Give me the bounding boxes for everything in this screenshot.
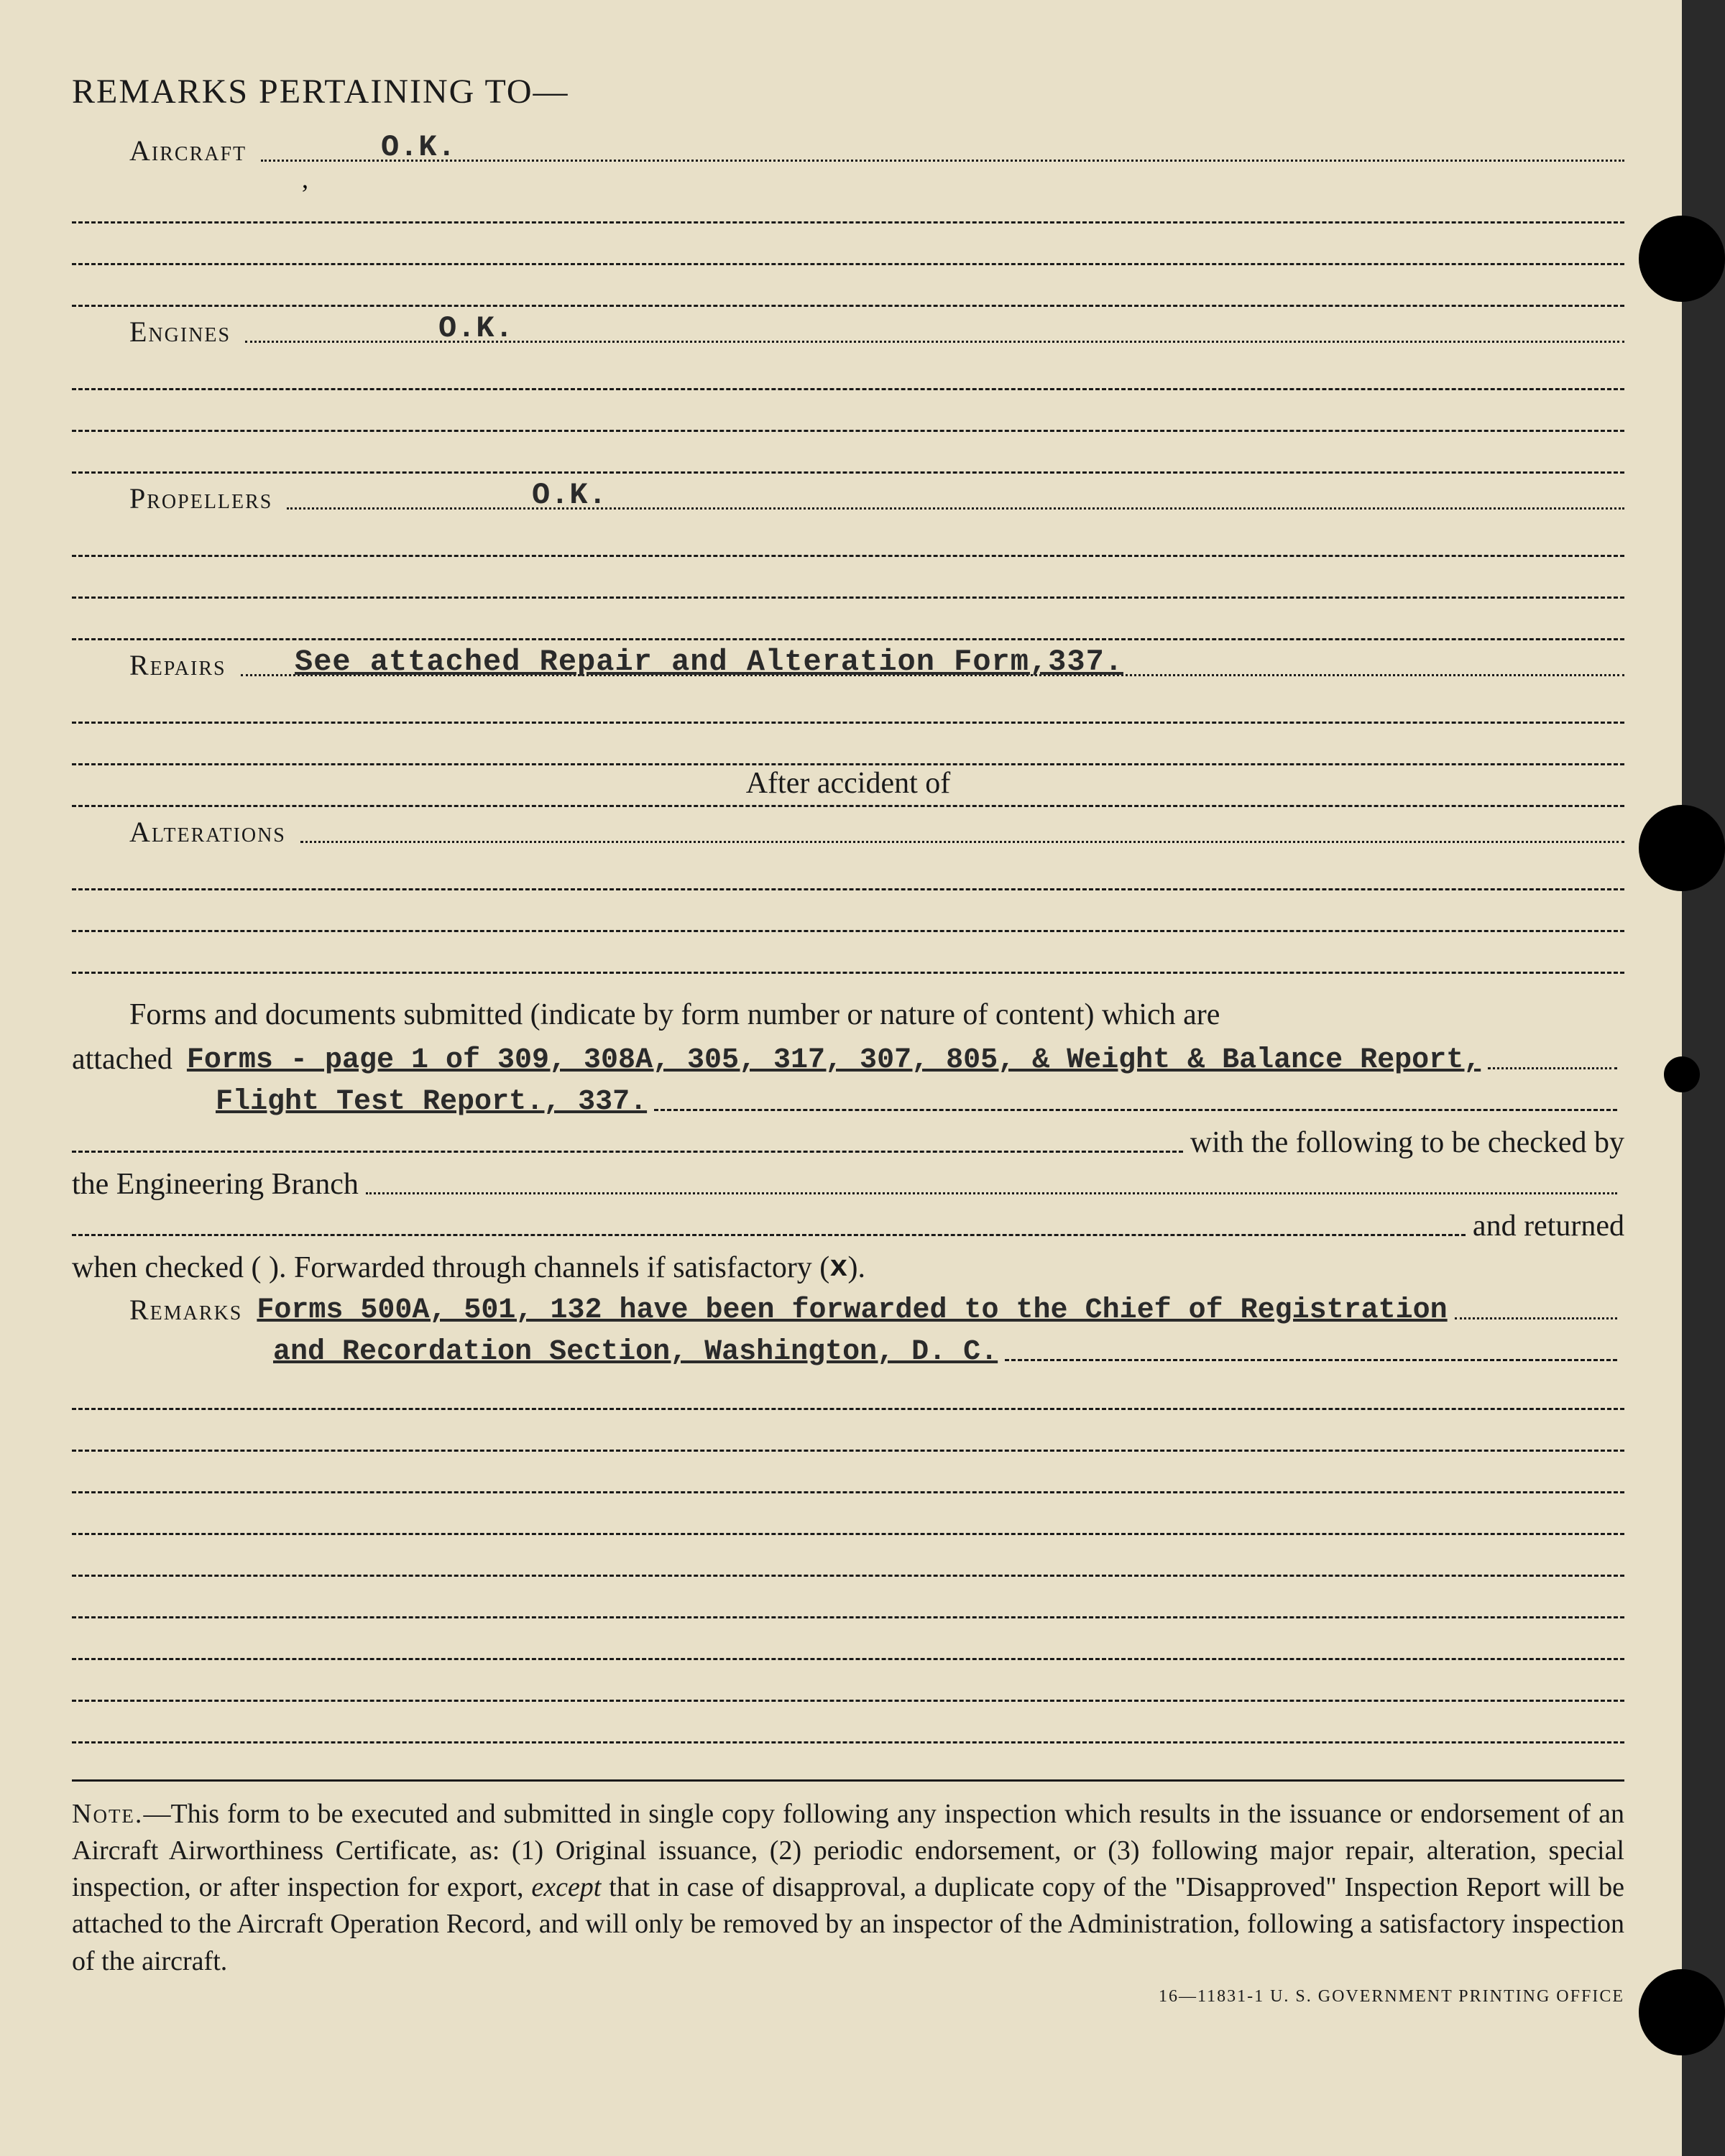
blank-line: [72, 1577, 1624, 1618]
blank-line: [72, 890, 1624, 932]
blank-line: [72, 1535, 1624, 1577]
blank-line: [72, 265, 1624, 307]
note-block: Note.—This form to be executed and submi…: [72, 1779, 1624, 1980]
blank-line: [72, 1452, 1624, 1493]
remarks2-row-1: Remarks Forms 500A, 501, 132 have been f…: [129, 1285, 1624, 1327]
blank-line: [72, 349, 1624, 390]
binder-hole: [1639, 1969, 1725, 2055]
attached-label: attached: [72, 1042, 172, 1077]
blank-line: [72, 557, 1624, 599]
repairs-row: Repairs See attached Repair and Alterati…: [129, 640, 1624, 682]
remarks2-line2: and Recordation Section, Washington, D. …: [273, 1336, 998, 1368]
attached-row-2: Flight Test Report., 337.: [72, 1077, 1624, 1118]
returned-row: and returned: [72, 1202, 1624, 1243]
fill-line: [72, 1234, 1466, 1236]
blank-line: [72, 1702, 1624, 1743]
alterations-row: Alterations: [129, 807, 1624, 849]
blank-line: [72, 724, 1624, 765]
repairs-label: Repairs: [129, 648, 241, 682]
blank-line: [72, 224, 1624, 265]
fill-line: [261, 160, 1624, 162]
propellers-row: Propellers O.K.: [129, 474, 1624, 515]
engines-row: Engines O.K.: [129, 307, 1624, 349]
check-suffix: with the following to be checked by: [1190, 1125, 1624, 1160]
fill-line: [72, 1151, 1183, 1153]
remarks2-line1: Forms 500A, 501, 132 have been forwarded…: [257, 1294, 1447, 1327]
eng-branch-label: the Engineering Branch: [72, 1167, 359, 1202]
fill-line: [1488, 1067, 1617, 1069]
when-checked-text: when checked ( ). Forwarded through chan…: [72, 1250, 829, 1285]
stray-mark: ,: [302, 164, 308, 194]
repairs-value: See attached Repair and Alteration Form,…: [295, 645, 1123, 682]
aircraft-value: O.K.: [381, 130, 456, 167]
attached-row-1: attached Forms - page 1 of 309, 308A, 30…: [72, 1035, 1624, 1077]
attached-value-1: Forms - page 1 of 309, 308A, 305, 317, 3…: [187, 1044, 1481, 1077]
note-except: except: [531, 1872, 601, 1902]
alterations-label: Alterations: [129, 815, 300, 849]
blank-line: [72, 1660, 1624, 1702]
when-checked-end: ).: [848, 1250, 866, 1285]
fill-line: [654, 1109, 1617, 1111]
engines-label: Engines: [129, 315, 245, 349]
blank-line: [72, 390, 1624, 432]
blank-line: [72, 432, 1624, 474]
footer-imprint: 16—11831-1 U. S. GOVERNMENT PRINTING OFF…: [72, 1987, 1624, 2007]
eng-branch-row: the Engineering Branch: [72, 1160, 1624, 1202]
page-header: REMARKS PERTAINING TO—: [72, 72, 1624, 111]
after-accident-label: After accident of: [746, 766, 951, 801]
document-page: REMARKS PERTAINING TO— Aircraft O.K. , E…: [0, 0, 1682, 2156]
blank-line: [72, 1410, 1624, 1452]
note-label: Note.: [72, 1799, 143, 1829]
blank-line: [72, 932, 1624, 974]
engines-value: O.K.: [438, 311, 514, 349]
fill-line: [366, 1192, 1617, 1194]
fill-line: [300, 841, 1624, 843]
forms-intro: Forms and documents submitted (indicate …: [72, 995, 1624, 1035]
aircraft-label: Aircraft: [129, 134, 261, 167]
checkbox-x: x: [829, 1250, 847, 1285]
fill-line: [1005, 1359, 1617, 1361]
blank-line: [72, 1493, 1624, 1535]
when-checked-row: when checked ( ). Forwarded through chan…: [72, 1243, 1624, 1285]
binder-hole: [1639, 216, 1725, 302]
fill-line: [287, 507, 1624, 510]
check-row: with the following to be checked by: [72, 1118, 1624, 1160]
returned-label: and returned: [1473, 1209, 1624, 1243]
blank-line: [72, 849, 1624, 890]
blank-line: [72, 1618, 1624, 1660]
propellers-value: O.K.: [532, 478, 607, 515]
remarks2-label: Remarks: [129, 1293, 257, 1327]
aircraft-row: Aircraft O.K.: [129, 126, 1624, 167]
binder-hole: [1639, 805, 1725, 891]
propellers-label: Propellers: [129, 482, 287, 515]
fill-line: [1455, 1317, 1617, 1319]
binder-hole: [1664, 1056, 1700, 1092]
after-accident-line: After accident of: [72, 765, 1624, 807]
blank-line: [72, 682, 1624, 724]
attached-value-2: Flight Test Report., 337.: [216, 1086, 647, 1118]
remarks2-row-2: and Recordation Section, Washington, D. …: [72, 1327, 1624, 1368]
blank-line: [72, 515, 1624, 557]
blank-line: [72, 1368, 1624, 1410]
blank-line: [72, 599, 1624, 640]
